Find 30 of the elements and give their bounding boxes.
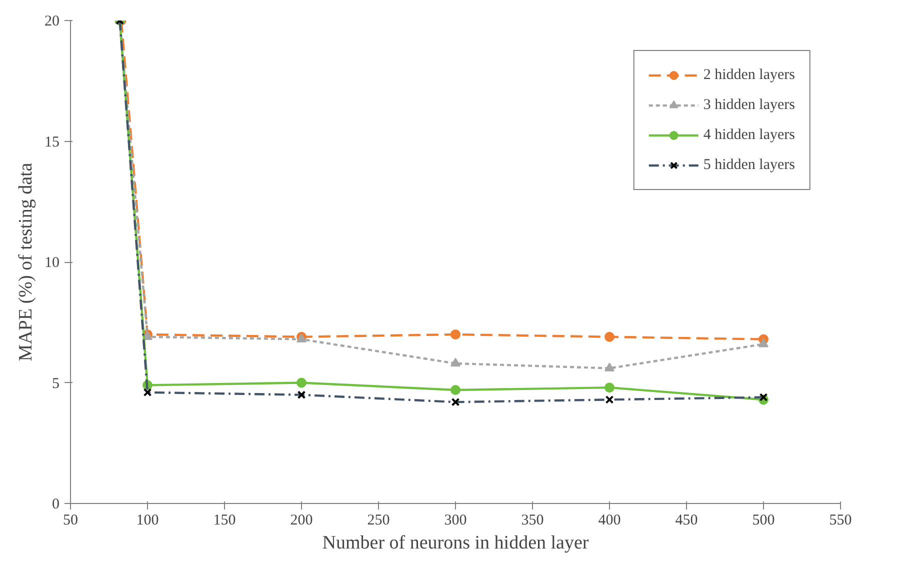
point — [604, 362, 614, 372]
legend-label: 3 hidden layers — [703, 96, 795, 114]
x-tick-label: 150 — [213, 512, 236, 528]
x-tick-label: 300 — [444, 512, 467, 528]
x-tick-label: 450 — [675, 512, 698, 528]
x-tick-label: 250 — [367, 512, 390, 528]
point — [604, 332, 614, 342]
y-tick-label: 5 — [52, 376, 60, 392]
point — [450, 329, 460, 340]
x-tick-label: 400 — [598, 512, 621, 528]
y-tick-label: 0 — [52, 496, 60, 512]
x-tick-label: 50 — [63, 512, 78, 528]
point — [450, 358, 460, 367]
legend-label: 2 hidden layers — [703, 66, 795, 84]
y-tick-label: 20 — [44, 14, 60, 30]
point — [296, 378, 306, 388]
point — [450, 385, 460, 395]
legend-label: 5 hidden layers — [703, 156, 795, 174]
x-tick-label: 100 — [136, 512, 159, 528]
y-axis-title: MAPE (%) of testing data — [16, 162, 36, 362]
y-tick-label: 15 — [44, 134, 60, 150]
legend-label: 4 hidden layers — [703, 126, 795, 144]
x-tick-label: 200 — [290, 512, 313, 528]
x-tick-label: 550 — [829, 512, 852, 528]
x-tick-label: 500 — [752, 512, 775, 528]
point — [758, 338, 768, 348]
y-tick-label: 10 — [44, 255, 60, 271]
x-axis-title: Number of neurons in hidden layer — [322, 532, 590, 554]
x-tick-label: 350 — [521, 512, 544, 528]
point — [604, 382, 614, 393]
